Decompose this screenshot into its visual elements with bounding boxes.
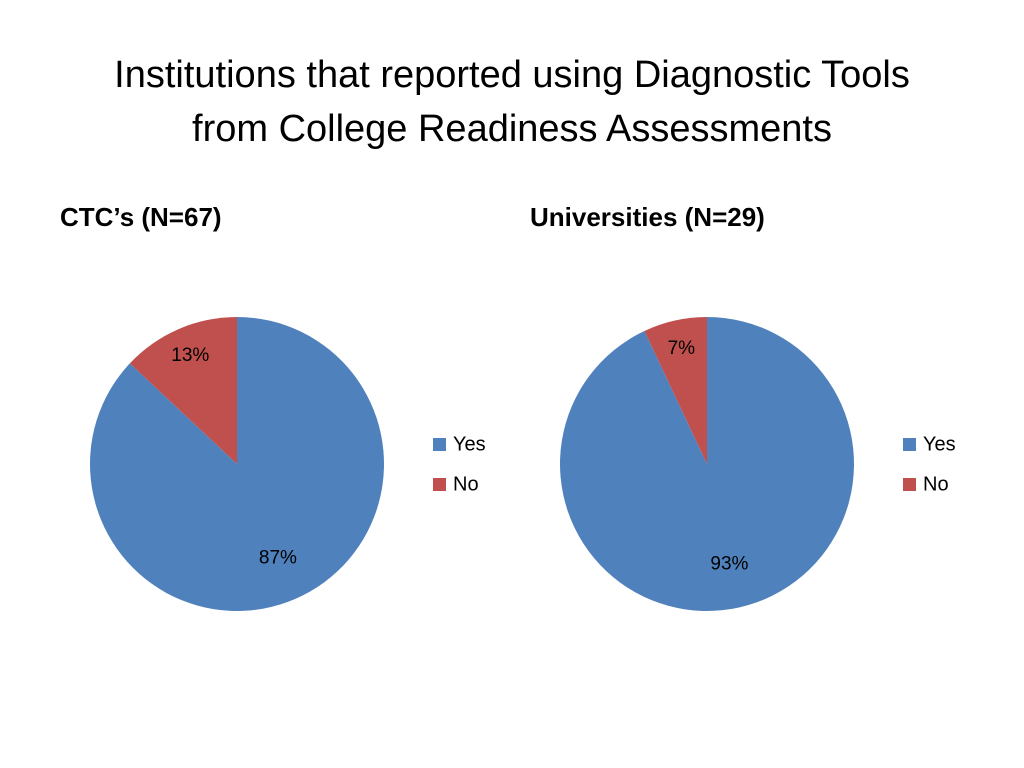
- universities-legend-label-yes: Yes: [923, 433, 956, 455]
- slide-title-line-1: Institutions that reported using Diagnos…: [114, 54, 910, 96]
- ctc-label-no: 13%: [171, 345, 209, 366]
- universities-legend-swatch-no: [903, 478, 916, 491]
- universities-label-no: 7%: [668, 338, 696, 359]
- universities-label-yes: 93%: [710, 553, 748, 574]
- ctc-legend-swatch-no: [433, 478, 446, 491]
- ctc-chart-title: CTC’s (N=67): [60, 202, 222, 232]
- universities-legend-swatch-yes: [903, 438, 916, 451]
- universities-slice-no: [644, 317, 707, 464]
- ctc-slice-yes: [89, 317, 384, 611]
- slide-title-line-2: from College Readiness Assessments: [192, 108, 832, 150]
- ctc-label-yes: 87%: [259, 547, 297, 568]
- universities-chart-title: Universities (N=29): [530, 202, 765, 232]
- universities-pie-svg: 93% 7% Yes No: [559, 317, 956, 611]
- ctc-pie-chart: 87% 13% Yes No CTC’s (N=67): [60, 190, 540, 630]
- ctc-pie-svg: 87% 13% Yes No: [89, 317, 486, 611]
- universities-slice-yes: [559, 317, 854, 611]
- ctc-slice-no: [129, 317, 237, 464]
- universities-pie-chart: 93% 7% Yes No Universities (N=29): [530, 190, 1010, 630]
- slide-title: Institutions that reported using Diagnos…: [0, 48, 1024, 156]
- universities-legend-label-no: No: [923, 473, 949, 495]
- ctc-legend-swatch-yes: [433, 438, 446, 451]
- ctc-legend-label-yes: Yes: [453, 433, 486, 455]
- ctc-legend-label-no: No: [453, 473, 479, 495]
